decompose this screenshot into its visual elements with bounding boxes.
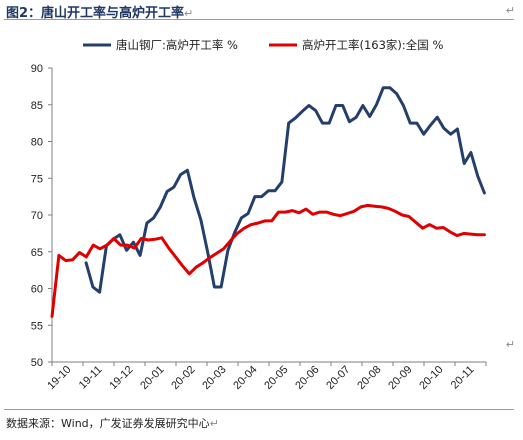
x-tick-label: 19-10 bbox=[45, 364, 73, 392]
x-tick-label: 20-11 bbox=[449, 364, 477, 392]
y-tick-label: 80 bbox=[31, 137, 43, 149]
y-tick-label: 65 bbox=[31, 247, 43, 259]
y-tick-label: 70 bbox=[31, 210, 43, 222]
x-tick-label: 20-04 bbox=[231, 364, 259, 392]
y-tick-label: 60 bbox=[31, 284, 43, 296]
x-tick-label: 20-01 bbox=[138, 364, 166, 392]
series-line-1 bbox=[84, 86, 486, 294]
x-tick-label: 19-11 bbox=[77, 364, 105, 392]
corner-paragraph-mark-bottom: ↵ bbox=[505, 338, 515, 351]
corner-paragraph-mark-top: ↵ bbox=[505, 4, 515, 17]
source-divider bbox=[4, 409, 514, 410]
paragraph-mark: ↵ bbox=[184, 7, 194, 20]
series-line-2 bbox=[50, 203, 486, 318]
series-lines bbox=[50, 86, 486, 318]
title-divider bbox=[4, 19, 514, 20]
figure-title: 图2：唐山开工率与高炉开工率↵ bbox=[6, 6, 194, 21]
y-tick-label: 85 bbox=[31, 100, 43, 112]
x-tick-label: 20-02 bbox=[169, 364, 197, 392]
y-tick-label: 75 bbox=[31, 173, 43, 185]
legend: 唐山钢厂:高炉开工率 % 高炉开工率(163家):全国 % bbox=[83, 38, 443, 52]
source-note: 数据来源：Wind，广发证券发展研究中心↵ bbox=[6, 417, 219, 430]
legend-label-2: 高炉开工率(163家):全国 % bbox=[302, 38, 443, 52]
x-tick-label: 20-08 bbox=[355, 364, 383, 392]
x-tick-label: 20-05 bbox=[262, 364, 290, 392]
y-tick-label: 55 bbox=[31, 320, 43, 332]
x-axis: 19-10 19-11 19-12 20-01 20-02 20-03 20-04 20-05… bbox=[45, 361, 487, 392]
x-tick-label: 19-12 bbox=[107, 364, 135, 392]
x-tick-label: 20-10 bbox=[417, 364, 445, 392]
y-tick-label: 90 bbox=[31, 63, 43, 75]
x-tick-label: 20-07 bbox=[324, 364, 352, 392]
legend-label-1: 唐山钢厂:高炉开工率 % bbox=[116, 38, 238, 52]
x-tick-label: 20-09 bbox=[386, 364, 414, 392]
y-axis: 50 55 60 65 70 75 80 85 90 bbox=[31, 63, 53, 369]
x-tick-label: 20-06 bbox=[293, 364, 321, 392]
x-tick-label: 20-03 bbox=[200, 364, 228, 392]
y-tick-label: 50 bbox=[31, 357, 43, 369]
